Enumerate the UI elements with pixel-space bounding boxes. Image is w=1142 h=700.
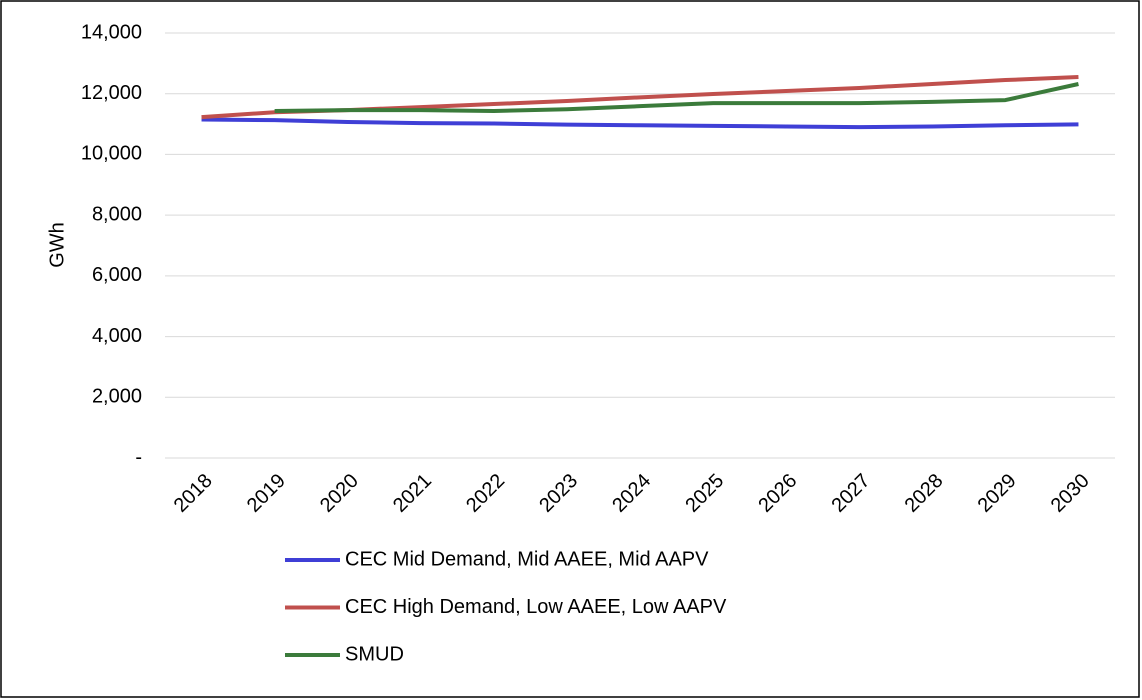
y-tick-label: 4,000: [92, 325, 142, 347]
y-tick-label: 6,000: [92, 264, 142, 286]
series-line: [201, 117, 1079, 130]
legend-label: CEC High Demand, Low AAEE, Low AAPV: [345, 596, 727, 618]
y-tick-label: 14,000: [81, 21, 142, 43]
y-tick-label: -: [135, 446, 142, 468]
y-tick-label: 8,000: [92, 203, 142, 225]
y-tick-label: 10,000: [81, 143, 142, 165]
y-axis-label: GWh: [46, 222, 68, 268]
legend-label: CEC Mid Demand, Mid AAEE, Mid AAPV: [345, 548, 709, 570]
legend-label: SMUD: [345, 643, 404, 665]
series-line: [274, 82, 1079, 114]
y-tick-label: 2,000: [92, 386, 142, 408]
y-tick-label: 12,000: [81, 82, 142, 104]
